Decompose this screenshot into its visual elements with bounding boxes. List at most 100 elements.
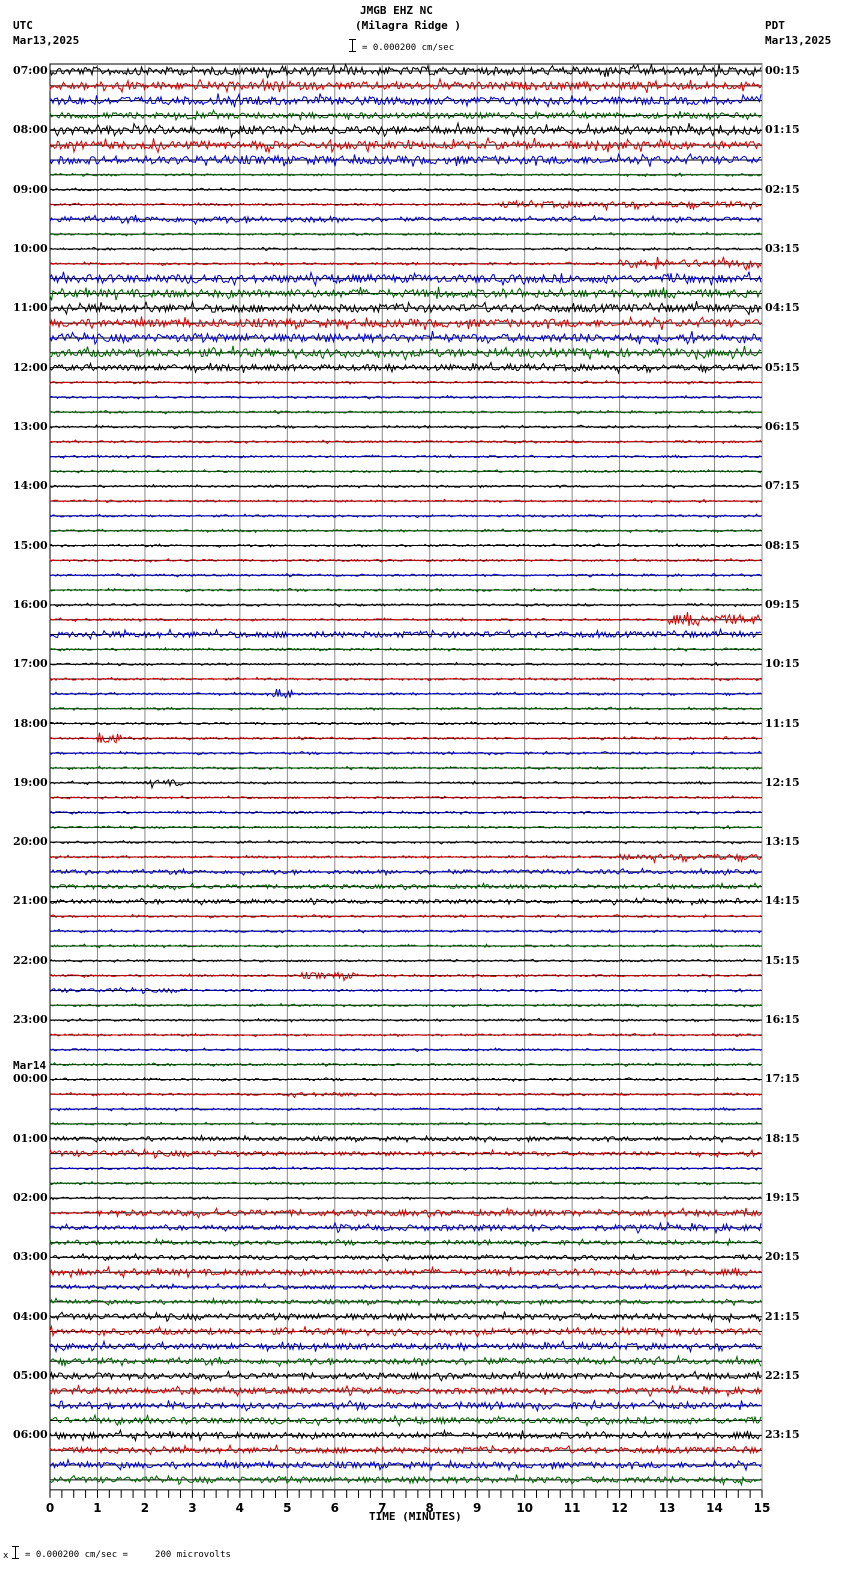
pdt-time-label: 02:15 <box>765 182 800 196</box>
seismic-trace <box>49 1252 762 1262</box>
seismic-trace <box>49 971 762 982</box>
pdt-time-label: 08:15 <box>765 538 800 552</box>
utc-time-label: 11:00 <box>13 301 48 315</box>
x-tick-label: 13 <box>659 1501 676 1515</box>
seismic-trace <box>49 1384 762 1398</box>
x-tick-label: 4 <box>236 1501 244 1515</box>
scale-bar-icon <box>349 39 359 52</box>
right-date: Mar13,2025 <box>765 34 832 47</box>
seismic-trace <box>49 1296 762 1307</box>
seismic-trace <box>49 688 762 699</box>
seismic-trace <box>49 315 762 331</box>
footer-marker: x <box>3 1551 9 1561</box>
seismic-trace <box>49 453 762 460</box>
x-tick-label: 15 <box>754 1501 771 1515</box>
station-location: (Milagra Ridge ) <box>355 19 461 32</box>
x-tick-label: 6 <box>331 1501 339 1515</box>
right-timezone: PDT <box>765 19 785 32</box>
seismic-trace <box>49 1047 762 1052</box>
utc-time-label: 17:00 <box>13 657 48 671</box>
utc-time-label: 01:00 <box>13 1131 48 1145</box>
utc-time-label: 03:00 <box>13 1250 48 1264</box>
seismic-trace <box>49 1221 762 1235</box>
seismic-trace <box>49 1443 762 1456</box>
seismic-trace <box>49 1195 761 1202</box>
utc-time-label: 20:00 <box>13 835 48 849</box>
seismic-trace <box>49 330 762 346</box>
seismic-trace <box>49 1032 762 1038</box>
seismic-trace <box>49 187 762 193</box>
seismic-trace <box>49 557 762 563</box>
x-tick-label: 5 <box>283 1501 291 1515</box>
seismic-trace <box>49 1324 762 1339</box>
seismic-trace <box>49 543 762 548</box>
footer-scale-note: = 0.000200 cm/sec = 200 microvolts <box>25 1550 231 1560</box>
seismic-trace <box>49 1133 762 1144</box>
x-tick-label: 0 <box>46 1501 54 1515</box>
seismic-trace <box>49 256 762 272</box>
seismic-trace <box>49 881 762 891</box>
seismic-trace <box>49 92 762 109</box>
seismic-trace <box>49 394 762 400</box>
seismic-trace <box>49 172 762 178</box>
seismic-trace <box>49 270 762 288</box>
x-tick-label: 11 <box>564 1501 581 1515</box>
x-tick-label: 7 <box>378 1501 386 1515</box>
pdt-time-label: 00:15 <box>765 64 800 77</box>
seismic-trace <box>49 109 762 122</box>
seismic-trace <box>49 528 762 534</box>
seismic-trace <box>49 1413 762 1428</box>
seismic-trace <box>49 231 762 237</box>
pdt-time-label: 13:15 <box>765 835 800 849</box>
seismic-trace <box>49 498 762 504</box>
seismic-trace <box>49 1428 762 1443</box>
x-tick-label: 9 <box>473 1501 481 1515</box>
utc-time-label: 10:00 <box>13 241 48 255</box>
seismic-trace <box>49 360 762 375</box>
seismic-trace <box>49 77 762 94</box>
seismic-trace <box>49 1282 762 1291</box>
seismic-trace <box>49 1354 762 1368</box>
left-date: Mar13,2025 <box>13 34 80 47</box>
utc-time-label: 22:00 <box>13 953 48 967</box>
seismic-trace <box>49 246 762 252</box>
utc-time-label: 21:00 <box>13 894 48 908</box>
utc-time-label: 16:00 <box>13 597 48 611</box>
x-tick-label: 8 <box>426 1501 434 1515</box>
seismic-trace <box>49 483 762 489</box>
pdt-time-label: 16:15 <box>765 1013 800 1027</box>
seismic-trace <box>49 1091 762 1099</box>
seismic-trace <box>49 1106 762 1112</box>
x-axis-label: TIME (MINUTES) <box>369 1510 462 1523</box>
seismic-trace <box>49 424 762 430</box>
seismic-trace <box>49 199 762 212</box>
seismic-trace <box>49 612 762 627</box>
footer-scale-bar-icon <box>12 1546 22 1559</box>
utc-time-label: 05:00 <box>13 1369 48 1383</box>
seismic-trace <box>49 765 762 771</box>
seismic-trace <box>49 121 762 139</box>
utc-time-label: 04:00 <box>13 1309 48 1323</box>
seismic-trace <box>49 839 762 845</box>
utc-time-label: 14:00 <box>13 479 48 493</box>
x-tick-label: 2 <box>141 1501 149 1515</box>
seismic-trace <box>49 706 762 712</box>
pdt-time-label: 21:15 <box>765 1309 800 1323</box>
seismic-trace <box>49 587 762 593</box>
seismic-trace <box>49 913 762 919</box>
utc-time-label: 18:00 <box>13 716 48 730</box>
utc-time-label: 08:00 <box>13 123 48 137</box>
seismic-trace <box>49 1399 762 1413</box>
seismic-trace <box>49 1206 762 1219</box>
x-tick-label: 10 <box>516 1501 533 1515</box>
seismic-trace <box>49 409 762 415</box>
seismic-trace <box>49 468 762 474</box>
seismic-trace <box>49 778 762 790</box>
pdt-time-label: 14:15 <box>765 894 800 908</box>
seismic-trace <box>49 136 762 154</box>
utc-time-label: 09:00 <box>13 182 48 196</box>
pdt-time-label: 06:15 <box>765 419 800 433</box>
pdt-time-label: 15:15 <box>765 953 800 967</box>
pdt-time-label: 23:15 <box>765 1428 800 1442</box>
